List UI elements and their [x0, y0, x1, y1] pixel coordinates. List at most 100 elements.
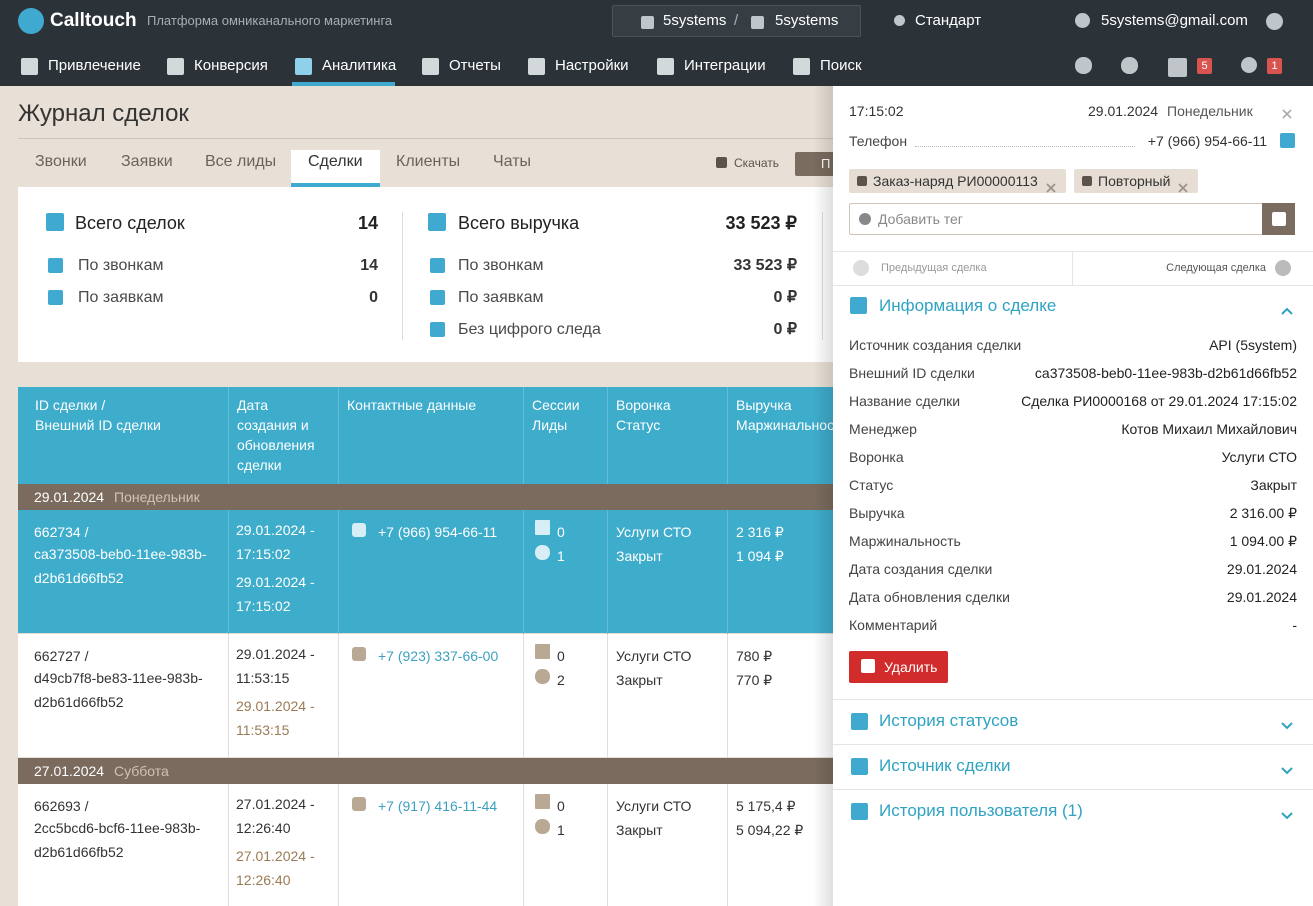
nav-item[interactable]: Привлечение: [48, 57, 141, 74]
col-divider: [523, 784, 524, 906]
icon: [851, 758, 868, 775]
col-divider: [228, 510, 229, 634]
icon: [430, 322, 445, 337]
icon: [430, 290, 445, 305]
external-id: d49cb7f8-be83-11ee-983b-d2b61d66fb52: [34, 670, 203, 710]
cut-button-label[interactable]: П: [821, 154, 830, 174]
status: Закрыт: [616, 672, 663, 688]
icon: [851, 803, 868, 820]
field-label: Название сделки: [849, 393, 961, 409]
cut-button: П: [795, 152, 835, 176]
tag-input[interactable]: Добавить тег: [849, 203, 1295, 235]
revenue: 2 316 ₽: [736, 524, 784, 540]
panel-phone[interactable]: +7 (966) 954-66-11: [1147, 133, 1267, 149]
leads: 2: [557, 672, 565, 688]
close-icon[interactable]: [1282, 106, 1292, 119]
table-row[interactable]: 662727 / d49cb7f8-be83-11ee-983b-d2b61d66…: [18, 634, 833, 758]
summary-label: По заявкам: [458, 289, 544, 306]
icon: [851, 713, 868, 730]
prev-deal[interactable]: Предыдущая сделка: [881, 262, 987, 274]
tab[interactable]: Сделки: [308, 153, 363, 170]
phone[interactable]: +7 (917) 416-11-44: [378, 798, 498, 814]
field-value: ca373508-beb0-11ee-983b-d2b61d66fb52: [1034, 365, 1297, 381]
nav-item[interactable]: Конверсия: [194, 57, 268, 74]
leads: 1: [557, 822, 565, 838]
badge: 1: [1267, 58, 1282, 74]
col-divider: [338, 634, 339, 758]
leads: 1: [557, 548, 565, 564]
project[interactable]: 5systems: [775, 12, 839, 29]
tag-placeholder: Добавить тег: [878, 211, 963, 227]
icon: [857, 176, 867, 186]
col-divider: [607, 634, 608, 758]
next-deal[interactable]: Следующая сделка: [1166, 262, 1266, 274]
updated-at: 29.01.2024 - 17:15:02: [236, 574, 315, 614]
tag[interactable]: Повторный: [1074, 169, 1199, 193]
icon: [1082, 176, 1092, 186]
download-button[interactable]: Скачать: [734, 156, 779, 170]
icon: [1272, 212, 1286, 226]
funnel: Услуги СТО: [616, 524, 692, 540]
field-value: 29.01.2024: [1226, 589, 1297, 605]
col-divider: [523, 510, 524, 634]
cross: [1178, 183, 1188, 193]
nav-item[interactable]: Поиск: [820, 57, 862, 74]
col-divider: [523, 634, 524, 758]
user[interactable]: 5systems@gmail.com: [1101, 12, 1248, 29]
divider: [402, 212, 403, 340]
field-label: Маржинальность: [849, 533, 961, 549]
icon: [641, 16, 654, 29]
section-title[interactable]: История пользователя (1): [879, 801, 1083, 820]
table-row[interactable]: 662734 / ca373508-beb0-11ee-983b-d2b61d66…: [18, 510, 833, 634]
table-header: ID сделки / Внешний ID сделки Дата создани…: [18, 387, 833, 484]
tab[interactable]: Чаты: [493, 153, 532, 170]
nav-item[interactable]: Интеграции: [684, 57, 766, 74]
icon: [535, 794, 550, 809]
info-title[interactable]: Информация о сделке: [879, 296, 1057, 315]
tag[interactable]: Заказ-наряд РИ00000113: [849, 169, 1066, 193]
table-row[interactable]: 662693 / 2cc5bcd6-bcf6-11ee-983b-d2b61d66…: [18, 784, 833, 906]
column-header: Контактные данные: [347, 397, 477, 413]
margin: 770 ₽: [736, 672, 773, 688]
panel-shadow: [813, 86, 833, 906]
phone[interactable]: +7 (966) 954-66-11: [378, 524, 498, 540]
icon: [894, 15, 905, 26]
summary: Всего сделок 14 По звонкам 14 По заявкам 0 Все…: [18, 187, 833, 362]
nav-item[interactable]: Настройки: [555, 57, 629, 74]
plan[interactable]: Стандарт: [915, 12, 982, 29]
deal-time: 17:15:02: [849, 103, 904, 119]
tab[interactable]: Звонки: [35, 153, 87, 170]
col-divider: [607, 387, 608, 484]
nav-item[interactable]: Отчеты: [449, 57, 501, 74]
summary-value: 14: [360, 257, 378, 274]
chevron: [1281, 762, 1293, 775]
chevron-icon: [1281, 812, 1293, 820]
icon: [1266, 13, 1283, 30]
icon: [853, 260, 869, 276]
phone[interactable]: +7 (923) 337-66-00: [378, 648, 499, 664]
section-title[interactable]: Источник сделки: [879, 756, 1011, 775]
tab[interactable]: Клиенты: [396, 153, 461, 170]
icon: [352, 647, 366, 661]
deal-id: 662693 /: [34, 798, 89, 814]
sessions: 0: [557, 798, 565, 814]
icon: [1075, 57, 1092, 74]
tab[interactable]: Заявки: [121, 153, 173, 170]
group-weekday: Понедельник: [114, 489, 200, 505]
section-title[interactable]: История статусов: [879, 711, 1019, 730]
chevron: [1281, 717, 1293, 730]
summary-value: 0 ₽: [773, 321, 797, 338]
col-divider: [228, 387, 229, 484]
nav-item[interactable]: Аналитика: [322, 57, 397, 74]
close-icon: [1046, 176, 1056, 193]
field-value: 2 316.00 ₽: [1229, 505, 1297, 521]
tag-label: Заказ-наряд РИ00000113: [873, 173, 1038, 189]
icon: [18, 8, 44, 34]
icon: [657, 58, 674, 75]
add-tag-button[interactable]: [1262, 203, 1295, 235]
tab[interactable]: Все лиды: [205, 153, 277, 170]
summary-value: 0 ₽: [773, 289, 797, 306]
account[interactable]: 5systems: [663, 12, 727, 29]
revenue-title: Всего выручка: [458, 213, 580, 233]
delete-button[interactable]: Удалить: [849, 651, 948, 683]
